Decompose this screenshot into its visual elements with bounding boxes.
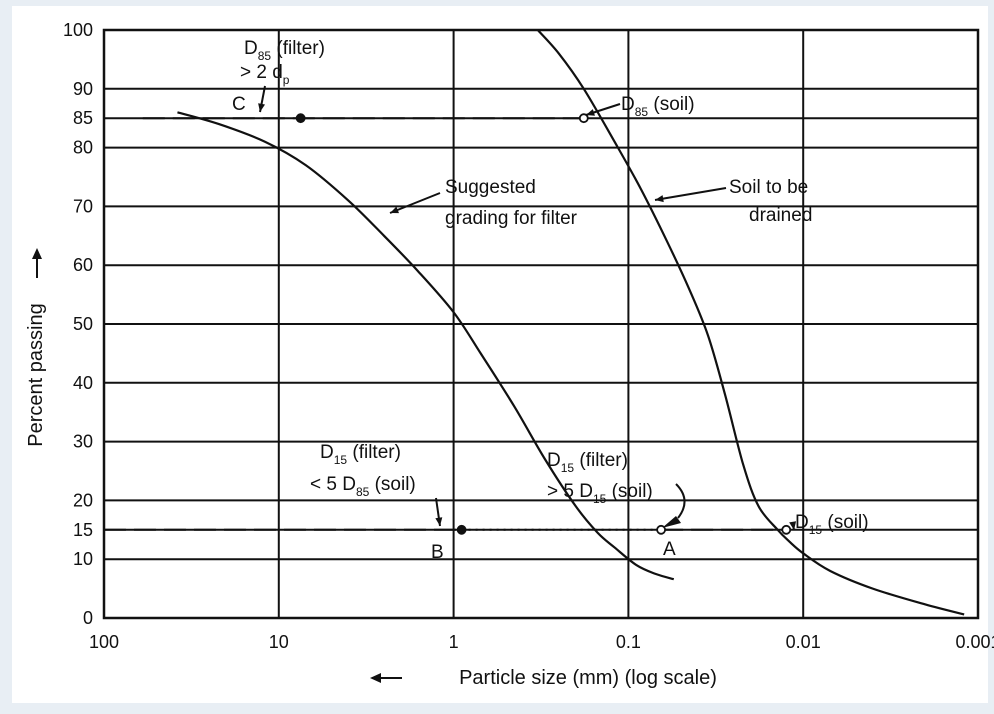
annotation-filter-line2: grading for filter [445, 208, 578, 229]
annotation-a-line2: > 5 D15 (soil) [547, 481, 653, 506]
reference-lines [104, 117, 787, 531]
y-tick-label: 30 [73, 432, 93, 452]
soil-grading-curve [536, 29, 965, 616]
annotation-d85-soil: D85 (soil) [621, 94, 695, 119]
x-tick-label: 100 [89, 632, 119, 652]
x-tick-label: 0.001 [955, 632, 994, 652]
arrow-filter-curve [389, 192, 441, 214]
x-tick-label: 10 [269, 632, 289, 652]
series-layer [177, 29, 965, 616]
annotations: D85 (filter)> 2 dp C D85 (soil) Suggested gr… [232, 38, 869, 563]
point-b [456, 524, 467, 535]
annotation-filter-line1: Suggested [445, 177, 536, 198]
y-tick-label: 60 [73, 255, 93, 275]
arrow-b-head [435, 517, 443, 526]
y-tick-label: 85 [73, 108, 93, 128]
x-axis-arrow-icon [370, 673, 402, 683]
y-tick-label: 20 [73, 490, 93, 510]
point-a [656, 524, 667, 535]
x-tick-label: 1 [449, 632, 459, 652]
point-layer [295, 113, 792, 535]
y-axis-title: Percent passing [25, 303, 47, 446]
chart-background [12, 6, 988, 703]
filter-grading-curve [177, 111, 675, 581]
y-tick-label: 50 [73, 314, 93, 334]
y-tick-label: 100 [63, 20, 93, 40]
y-tick-label: 90 [73, 79, 93, 99]
arrow-soil-curve [654, 187, 727, 201]
annotation-c-line2: > 2 dp [240, 62, 290, 87]
arrow-a-curve [675, 483, 686, 519]
plot-frame [102, 28, 980, 620]
annotation-arrows [258, 85, 797, 531]
annotation-d15-soil: D15 (soil) [795, 512, 869, 537]
annotation-c-label: C [232, 94, 246, 115]
arrow-c-head [258, 103, 266, 112]
point-d15-soil- [781, 524, 792, 535]
y-tick-label: 80 [73, 138, 93, 158]
arrow-filter-curve-head [390, 206, 399, 214]
arrow-d85-soil-head [586, 109, 595, 116]
arrow-a-head [662, 516, 681, 528]
annotation-a-label: A [663, 539, 676, 560]
x-tick-label: 0.1 [616, 632, 641, 652]
arrow-soil-curve-head [655, 195, 664, 203]
tick-labels: 0 10 15 20 30 40 50 60 70 80 85 90 100 100 10 1 0.1 0.01 0… [63, 20, 994, 652]
y-tick-label: 15 [73, 520, 93, 540]
annotation-a-line1: D15 (filter) [547, 450, 628, 475]
y-tick-label: 10 [73, 549, 93, 569]
annotation-b-line1: D15 (filter) [320, 442, 401, 467]
annotation-c-line1: D85 (filter) [244, 38, 325, 63]
y-tick-label: 0 [83, 608, 93, 628]
y-axis-arrow-icon [32, 248, 42, 278]
annotation-soil-line1: Soil to be [729, 177, 808, 198]
point-c [295, 113, 306, 124]
point-d85-soil- [578, 113, 589, 124]
x-tick-label: 0.01 [786, 632, 821, 652]
y-tick-label: 70 [73, 196, 93, 216]
annotation-b-label: B [431, 542, 444, 563]
arrow-d15-soil-head [789, 521, 797, 530]
y-tick-label: 40 [73, 373, 93, 393]
annotation-soil-line2: drained [749, 205, 812, 226]
x-axis-title: Particle size (mm) (log scale) [459, 667, 717, 689]
annotation-b-line2: < 5 D85 (soil) [310, 474, 416, 499]
